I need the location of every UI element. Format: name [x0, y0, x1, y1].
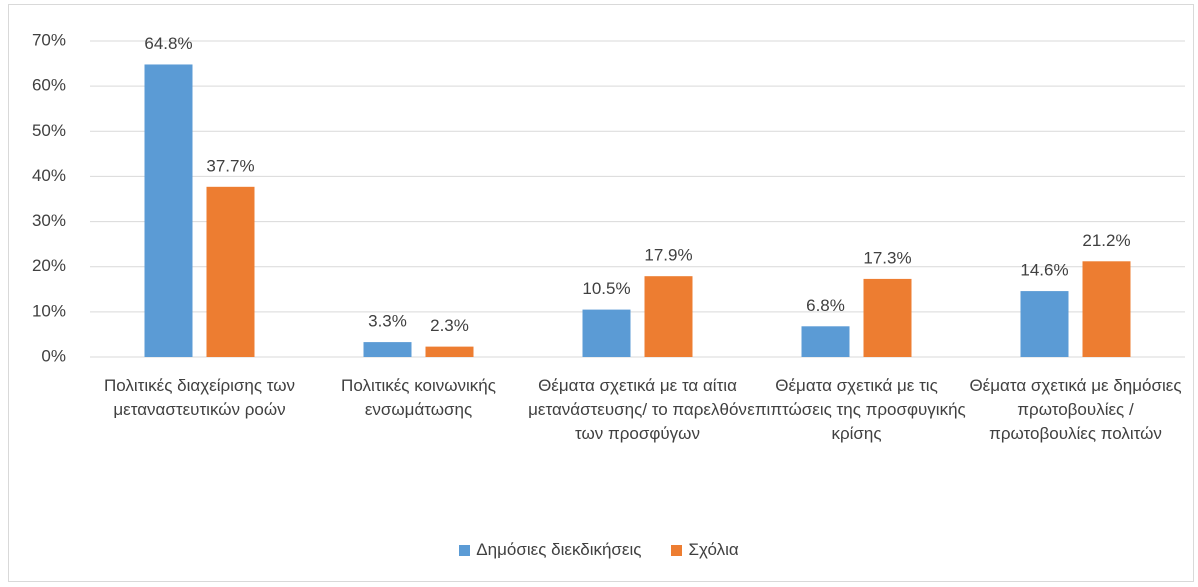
- y-tick-label: 10%: [32, 301, 66, 320]
- x-tick-label: Πολιτικές διαχείρισης των μεταναστευτικώ…: [103, 376, 296, 419]
- x-tick-label: Θέματα σχετικά με τις επιπτώσεις της προ…: [747, 376, 966, 443]
- data-label: 17.3%: [863, 248, 911, 267]
- y-tick-label: 40%: [32, 166, 66, 185]
- data-label: 21.2%: [1082, 231, 1130, 250]
- bar: [644, 276, 693, 357]
- x-tick-label: Θέματα σχετικά με δημόσιες πρωτοβουλίες …: [969, 376, 1182, 443]
- data-label: 37.7%: [206, 156, 254, 175]
- bar: [1082, 261, 1131, 357]
- legend-swatch: [671, 544, 683, 556]
- bar: [863, 278, 912, 357]
- data-label: 64.8%: [144, 34, 192, 53]
- y-tick-label: 0%: [41, 346, 66, 365]
- bar: [425, 346, 474, 357]
- data-label: 14.6%: [1020, 261, 1068, 280]
- legend: Δημόσιες διεκδικήσεις Σχόλια: [0, 540, 1198, 560]
- legend-swatch: [459, 544, 471, 556]
- y-tick-label: 60%: [32, 76, 66, 95]
- legend-item: Σχόλια: [671, 540, 739, 560]
- bar: [206, 186, 255, 357]
- legend-item: Δημόσιες διεκδικήσεις: [459, 540, 641, 560]
- y-tick-label: 20%: [32, 256, 66, 275]
- x-tick-label: Θέματα σχετικά με τα αίτια μετανάστευσης…: [528, 376, 747, 443]
- data-label: 2.3%: [430, 316, 469, 335]
- bar: [144, 64, 193, 357]
- chart-frame: [8, 4, 1194, 582]
- legend-label: Σχόλια: [688, 540, 739, 559]
- bar: [801, 326, 850, 357]
- y-tick-label: 30%: [32, 211, 66, 230]
- data-label: 3.3%: [368, 312, 407, 331]
- data-label: 17.9%: [644, 246, 692, 265]
- y-tick-label: 50%: [32, 121, 66, 140]
- x-tick-label: Πολιτικές κοινωνικής ενσωμάτωσης: [341, 376, 496, 419]
- legend-label: Δημόσιες διεκδικήσεις: [476, 540, 642, 559]
- data-label: 6.8%: [806, 296, 845, 315]
- bar: [582, 309, 631, 357]
- bar: [1020, 291, 1069, 357]
- bar: [363, 342, 412, 357]
- data-label: 10.5%: [582, 279, 630, 298]
- y-tick-label: 70%: [32, 30, 66, 49]
